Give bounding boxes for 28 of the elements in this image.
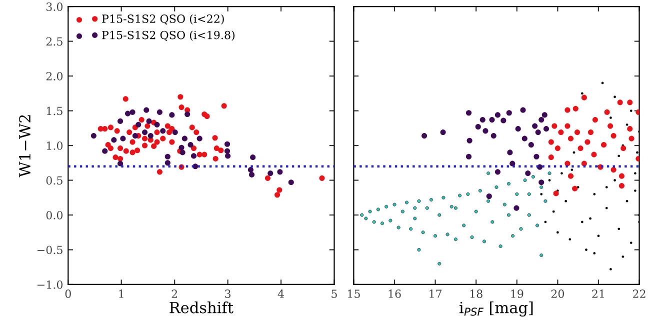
x-tick-label: 0 <box>65 290 71 298</box>
x-axis-title: Redshift <box>170 301 234 314</box>
x-tick-label: 21 <box>592 290 604 298</box>
y-tick-label: 0.0 <box>46 210 63 220</box>
y-tick-label: 2.5 <box>46 37 62 46</box>
y-tick-label: −0.5 <box>37 246 62 254</box>
x-tick-label: 20 <box>551 290 564 298</box>
x-tick-label: 3 <box>225 290 231 298</box>
legend-label: P15-S1S2 QSO (i<22) <box>102 14 224 25</box>
x-tick-label: 2 <box>172 290 178 298</box>
y-tick-label: 0.5 <box>46 176 62 185</box>
x-tick-label: 16 <box>388 290 401 298</box>
x-tick-label: 18 <box>470 290 482 298</box>
x-tick-label: 15 <box>348 290 360 298</box>
y-tick-label: 2.0 <box>46 72 63 80</box>
x-tick-label: 17 <box>430 290 442 298</box>
x-tick-label: 1 <box>119 290 124 298</box>
x-tick-label: 4 <box>278 290 284 298</box>
y-tick-label: 1.5 <box>46 106 62 116</box>
x-axis-title: i$_{PSF}$ [mag] <box>460 301 533 316</box>
y-tick-label: 1.0 <box>46 141 63 150</box>
y-tick-label: 3.0 <box>46 2 63 11</box>
x-tick-label: 19 <box>511 290 524 298</box>
y-tick-label: −1.0 <box>37 280 63 289</box>
x-tick-label: 5 <box>332 290 337 298</box>
legend-label: P15-S1S2 QSO (i<19.8) <box>102 30 234 41</box>
x-tick-label: 22 <box>632 290 646 298</box>
y-axis-title: W1−W2 <box>19 115 30 178</box>
